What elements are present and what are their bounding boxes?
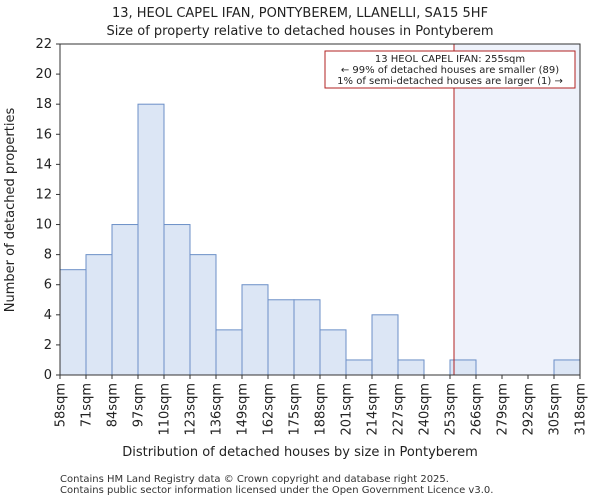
bar-175sqm bbox=[293, 299, 321, 376]
highlight-region bbox=[454, 44, 580, 375]
x-tick-label: 240sqm bbox=[418, 383, 433, 436]
x-tick-label: 253sqm bbox=[444, 383, 459, 436]
y-tick-label: 2 bbox=[44, 338, 52, 353]
x-tick-label: 84sqm bbox=[106, 383, 121, 427]
x-tick-label: 162sqm bbox=[262, 383, 277, 436]
y-tick-label: 0 bbox=[44, 368, 52, 383]
bar-305sqm bbox=[553, 359, 581, 376]
x-tick-label: 71sqm bbox=[80, 383, 95, 427]
y-tick-label: 14 bbox=[35, 157, 52, 172]
annotation-box bbox=[324, 50, 576, 89]
x-axis-label: Distribution of detached houses by size … bbox=[122, 445, 478, 460]
y-axis-label: Number of detached properties bbox=[3, 108, 18, 313]
chart-subtitle: Size of property relative to detached ho… bbox=[106, 24, 493, 39]
bar-84sqm bbox=[111, 224, 139, 376]
bar-201sqm bbox=[345, 359, 373, 376]
x-tick-label: 292sqm bbox=[522, 383, 537, 436]
x-tick-label: 201sqm bbox=[340, 383, 355, 436]
x-tick-label: 58sqm bbox=[54, 383, 69, 427]
y-tick-label: 22 bbox=[35, 37, 52, 52]
y-tick-label: 20 bbox=[35, 67, 52, 82]
x-tick-label: 318sqm bbox=[574, 383, 589, 436]
y-tick-label: 10 bbox=[35, 218, 52, 233]
x-tick-label: 149sqm bbox=[236, 383, 251, 436]
bar-58sqm bbox=[59, 269, 87, 376]
x-tick-label: 175sqm bbox=[288, 383, 303, 436]
bar-136sqm bbox=[215, 329, 243, 376]
x-tick-label: 188sqm bbox=[314, 383, 329, 436]
y-tick-label: 8 bbox=[44, 248, 52, 263]
bar-162sqm bbox=[267, 299, 295, 376]
bar-110sqm bbox=[163, 224, 191, 376]
x-tick-label: 279sqm bbox=[496, 383, 511, 436]
annotation-smaller: ← 99% of detached houses are smaller (89… bbox=[341, 65, 559, 76]
bar-188sqm bbox=[319, 329, 347, 376]
x-tick-label: 266sqm bbox=[470, 383, 485, 436]
y-tick-label: 6 bbox=[44, 278, 52, 293]
bar-227sqm bbox=[397, 359, 425, 376]
bar-123sqm bbox=[189, 254, 217, 376]
chart-title: 13, HEOL CAPEL IFAN, PONTYBEREM, LLANELL… bbox=[112, 6, 488, 21]
annotation-larger: 1% of semi-detached houses are larger (1… bbox=[337, 76, 563, 87]
x-tick-label: 136sqm bbox=[210, 383, 225, 436]
footer-line-1: Contains HM Land Registry data © Crown c… bbox=[60, 474, 449, 485]
x-tick-label: 110sqm bbox=[158, 383, 173, 436]
footer-line-2: Contains public sector information licen… bbox=[60, 485, 493, 496]
bar-214sqm bbox=[371, 314, 399, 376]
annotation-title: 13 HEOL CAPEL IFAN: 255sqm bbox=[375, 54, 525, 65]
bar-97sqm bbox=[137, 103, 165, 376]
x-tick-label: 227sqm bbox=[392, 383, 407, 436]
y-tick-label: 16 bbox=[35, 127, 52, 142]
y-tick-label: 12 bbox=[35, 187, 52, 202]
x-tick-label: 97sqm bbox=[132, 383, 147, 427]
x-tick-label: 305sqm bbox=[548, 383, 563, 436]
x-tick-label: 214sqm bbox=[366, 383, 381, 436]
y-tick-label: 18 bbox=[35, 97, 52, 112]
y-tick-label: 4 bbox=[44, 308, 52, 323]
x-tick-label: 123sqm bbox=[184, 383, 199, 436]
bar-149sqm bbox=[241, 284, 269, 376]
bar-71sqm bbox=[85, 254, 113, 376]
